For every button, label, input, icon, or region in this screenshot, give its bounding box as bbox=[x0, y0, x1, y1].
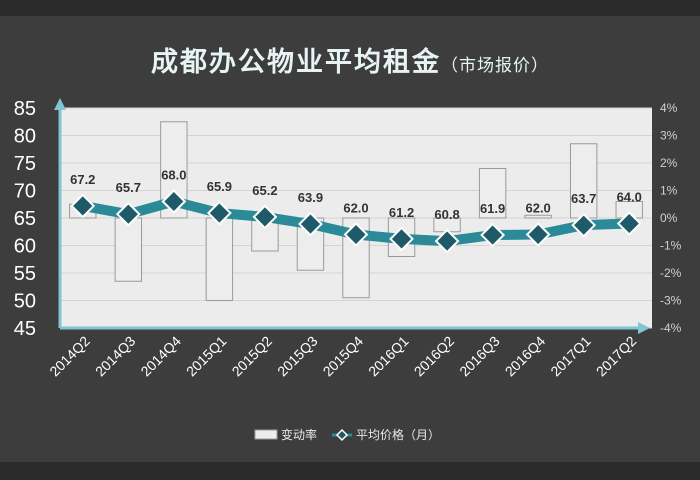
y-right-tick-label: 0% bbox=[660, 211, 678, 225]
legend-swatch-bar bbox=[254, 429, 278, 440]
point-marker bbox=[480, 222, 506, 248]
bar bbox=[478, 168, 507, 219]
point-marker bbox=[115, 201, 141, 227]
y-right-tick-label: 2% bbox=[660, 156, 678, 170]
x-tick-label: 2016Q3 bbox=[456, 333, 503, 380]
data-label: 62.0 bbox=[343, 201, 368, 216]
legend-swatch-marker bbox=[335, 428, 349, 442]
data-label: 64.0 bbox=[617, 190, 642, 205]
point-marker bbox=[525, 222, 551, 247]
x-tick-label: 2017Q1 bbox=[547, 333, 594, 380]
y-left-tick-label: 65 bbox=[14, 208, 36, 230]
y-axis-arrow bbox=[54, 98, 66, 110]
point-marker bbox=[571, 212, 597, 238]
y-left-tick-label: 60 bbox=[14, 236, 36, 258]
data-label: 65.7 bbox=[116, 180, 141, 195]
y-left-tick-label: 75 bbox=[14, 153, 36, 175]
point-marker bbox=[161, 189, 187, 214]
y-left-tick-label: 50 bbox=[14, 291, 36, 313]
y-right-tick-label: 1% bbox=[660, 184, 678, 198]
y-left-tick-label: 80 bbox=[14, 126, 36, 148]
x-axis-arrow bbox=[638, 322, 650, 334]
x-tick-label: 2014Q4 bbox=[137, 333, 184, 380]
y-right-tick-label: -4% bbox=[660, 321, 682, 335]
bottom-bar bbox=[0, 462, 700, 480]
y-right-tick-label: -2% bbox=[660, 266, 682, 280]
x-tick-label: 2015Q1 bbox=[183, 333, 230, 380]
legend-label-line: 平均价格（月） bbox=[356, 427, 440, 442]
y-left-tick-label: 55 bbox=[14, 263, 36, 285]
data-label: 68.0 bbox=[161, 168, 186, 183]
data-label: 63.9 bbox=[298, 190, 323, 205]
point-marker bbox=[343, 222, 369, 247]
data-label: 65.9 bbox=[207, 179, 232, 194]
x-tick-label: 2014Q3 bbox=[92, 333, 139, 380]
x-tick-label: 2015Q3 bbox=[274, 333, 321, 380]
y-right-tick-label: -3% bbox=[660, 294, 682, 308]
chart-title-main: 成都办公物业平均租金 bbox=[151, 47, 441, 78]
y-left-tick-label: 85 bbox=[14, 98, 36, 120]
x-tick-label: 2016Q1 bbox=[365, 333, 412, 380]
data-label: 62.0 bbox=[525, 201, 550, 216]
legend-label-bar: 变动率 bbox=[281, 427, 317, 442]
y-right-tick-label: 3% bbox=[660, 129, 678, 143]
point-marker bbox=[298, 211, 323, 237]
bar bbox=[205, 217, 234, 301]
point-marker bbox=[434, 228, 460, 254]
x-tick-label: 2017Q2 bbox=[593, 333, 640, 380]
bar bbox=[569, 143, 598, 219]
x-tick-label: 2015Q2 bbox=[228, 333, 275, 380]
bar bbox=[114, 217, 143, 282]
x-tick-label: 2014Q2 bbox=[46, 333, 93, 380]
chart-subtitle: （市场报价） bbox=[441, 56, 549, 76]
y-left-tick-label: 70 bbox=[14, 181, 36, 203]
data-label: 61.9 bbox=[480, 201, 505, 216]
data-label: 65.2 bbox=[252, 183, 277, 198]
y-right-tick-label: -1% bbox=[660, 239, 682, 253]
point-marker bbox=[206, 200, 232, 226]
point-marker bbox=[252, 204, 278, 230]
y-right-tick-label: 4% bbox=[660, 101, 678, 115]
bar bbox=[524, 214, 552, 219]
chart-title: 成都办公物业平均租金（市场报价） bbox=[0, 40, 700, 79]
x-tick-label: 2015Q4 bbox=[320, 333, 367, 380]
data-label: 67.2 bbox=[70, 172, 95, 187]
x-tick-label: 2016Q2 bbox=[411, 333, 458, 380]
y-left-tick-label: 45 bbox=[14, 318, 36, 340]
x-tick-label: 2016Q4 bbox=[502, 333, 549, 380]
top-bar bbox=[0, 0, 700, 16]
point-marker bbox=[389, 226, 414, 252]
data-label: 61.2 bbox=[389, 205, 414, 220]
data-label: 63.7 bbox=[571, 191, 596, 206]
point-marker bbox=[70, 193, 96, 219]
data-label: 60.8 bbox=[434, 207, 459, 222]
point-marker bbox=[616, 211, 642, 236]
